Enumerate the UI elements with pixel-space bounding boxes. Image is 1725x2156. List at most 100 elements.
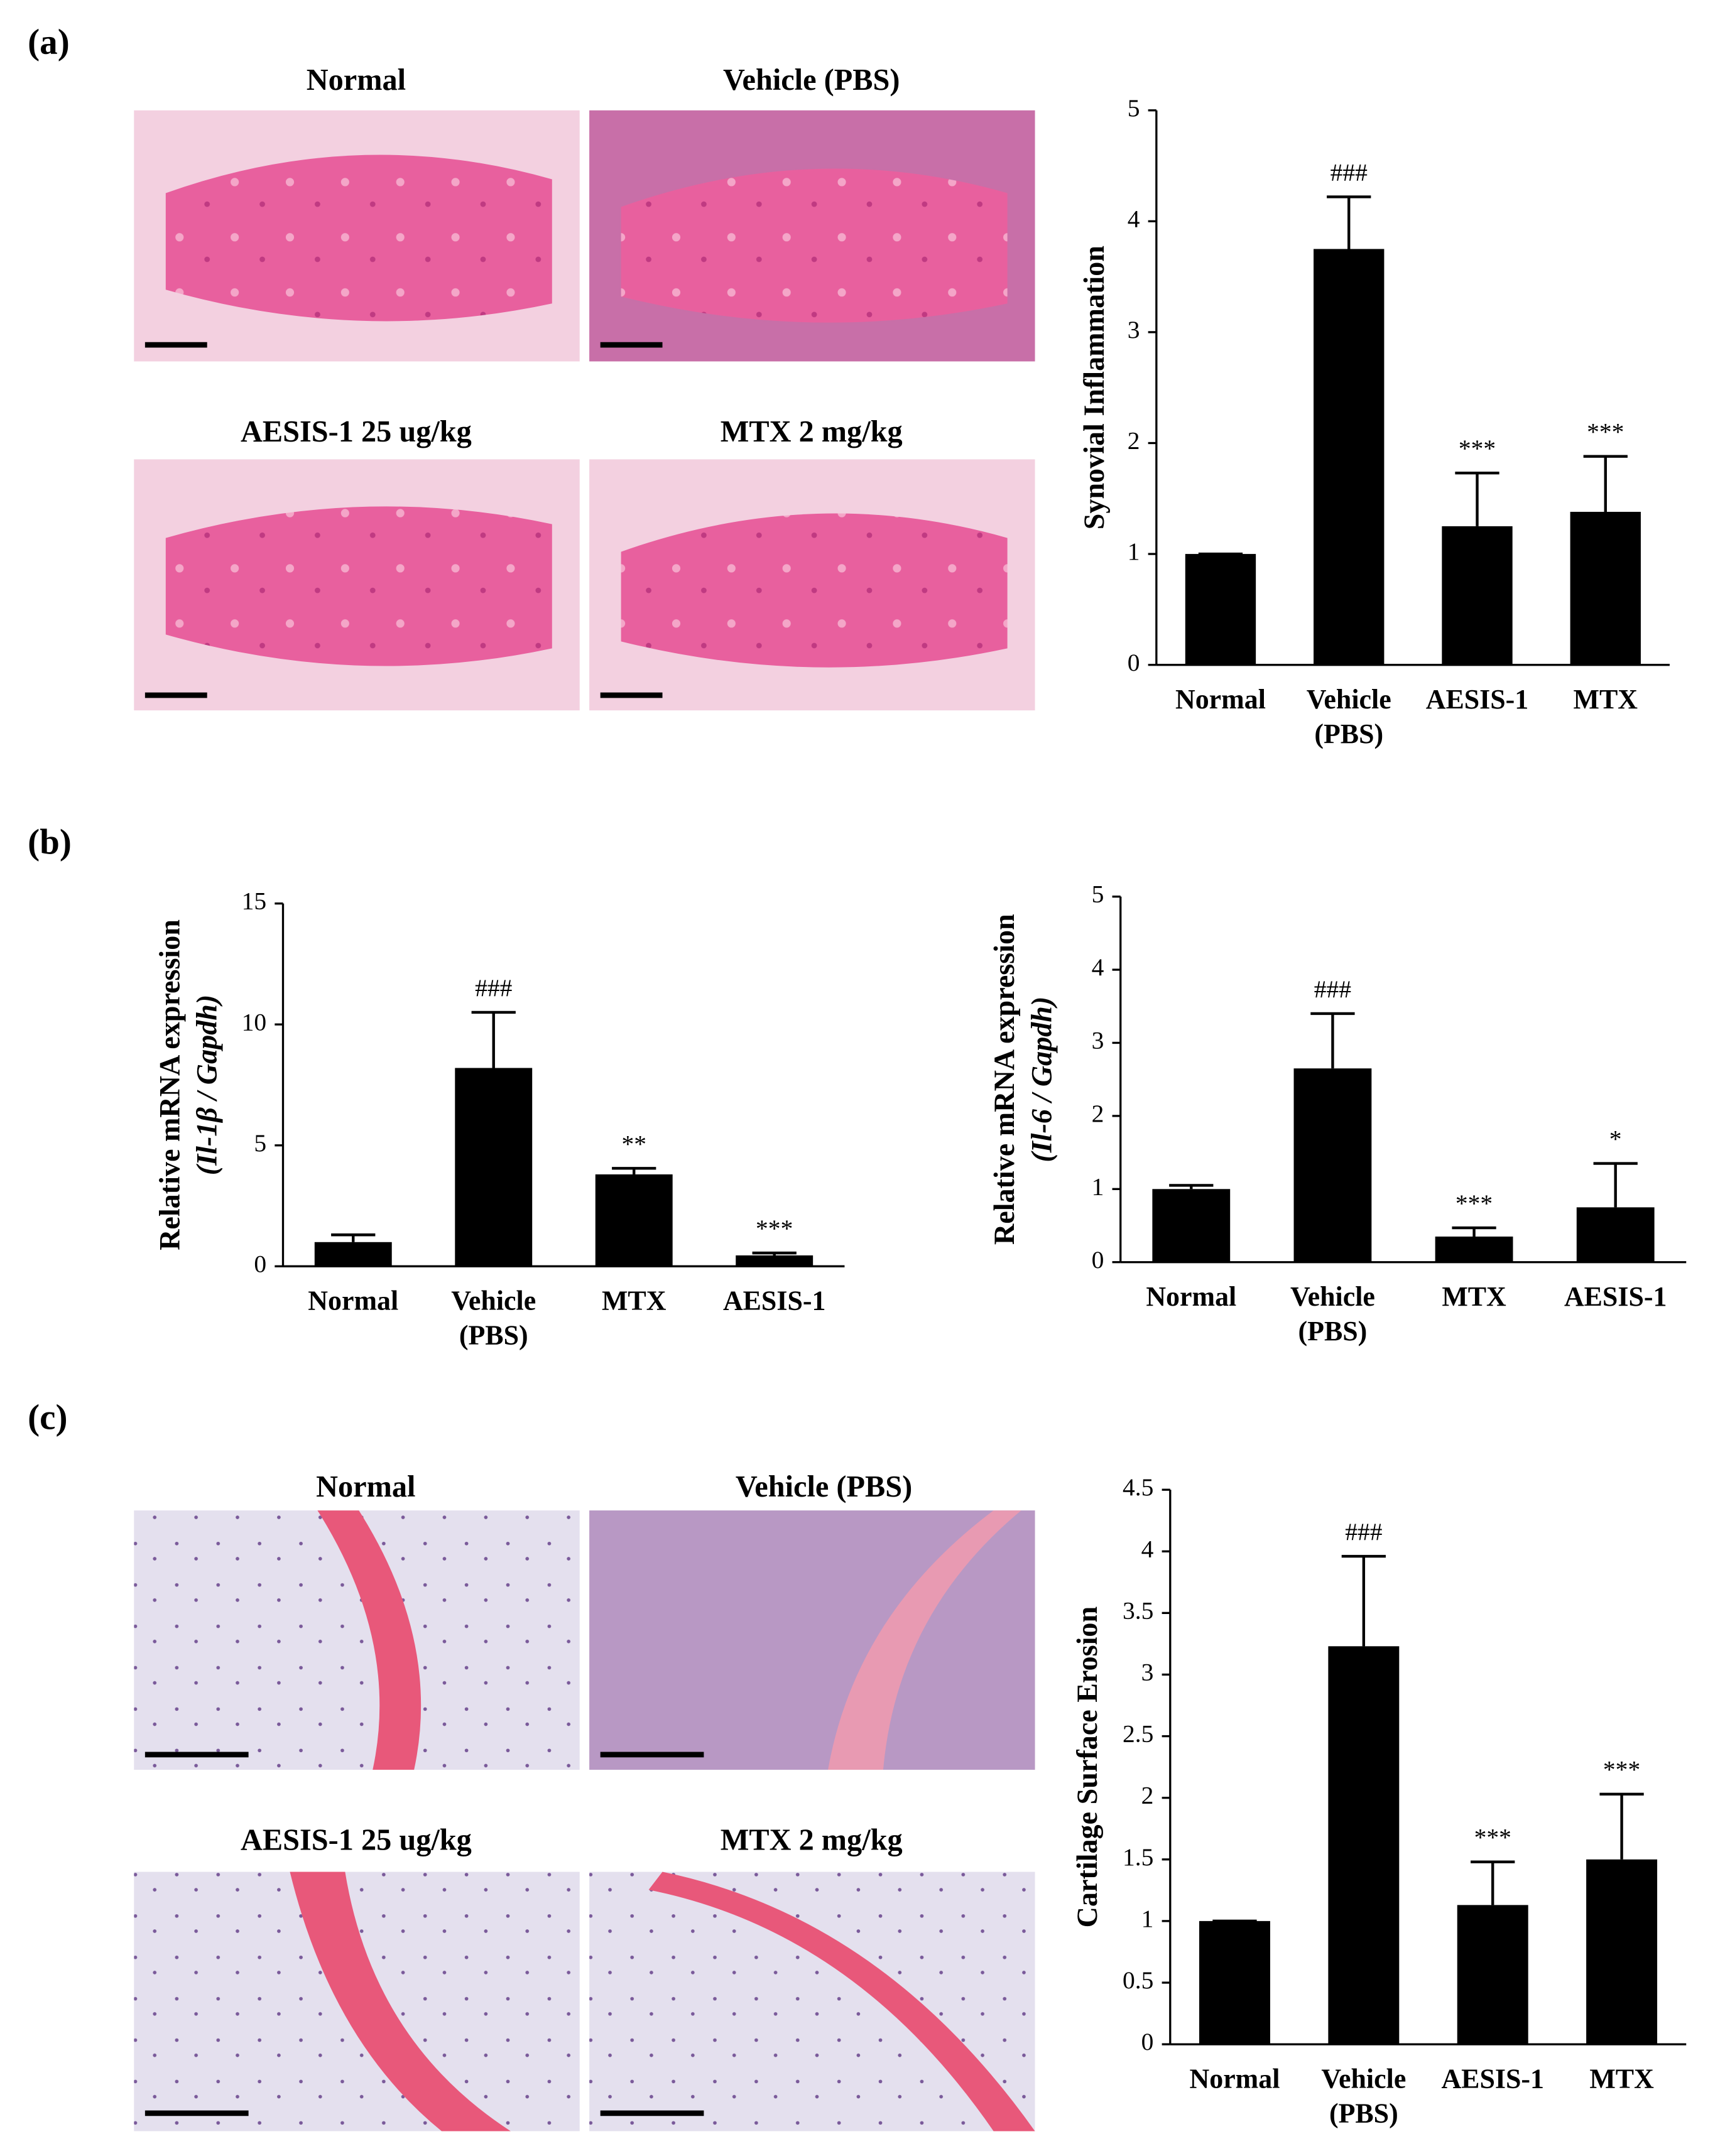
y-tick-label: 2 (1092, 1100, 1104, 1127)
error-bar (1599, 1792, 1644, 1860)
bar (1586, 1859, 1658, 2045)
charts: 0 1 2 3 4 5 Synovial Inflammation Normal ### Vehi… (153, 94, 1687, 2128)
y-tick-label: 1 (1128, 538, 1140, 565)
y-axis-title: (Il-6 / Gapdh) (1026, 997, 1058, 1162)
image (134, 1510, 580, 1770)
image-caption: MTX 2 mg/kg (721, 1824, 903, 1857)
x-tick-label: Vehicle (PBS) (1307, 684, 1391, 749)
x-tick-label: AESIS-1 (1441, 2063, 1544, 2094)
y-tick-label: 10 (242, 1008, 267, 1036)
y-tick-label: 0 (1092, 1246, 1104, 1274)
bar (1293, 1068, 1372, 1262)
image-caption: Vehicle (PBS) (736, 1470, 912, 1503)
error-bar (1455, 471, 1499, 526)
image-caption: MTX 2 mg/kg (721, 415, 903, 448)
significance-label: ### (1314, 975, 1352, 1003)
bar (1185, 554, 1256, 665)
y-tick-label: 0.5 (1123, 1966, 1153, 1994)
image (589, 1872, 1035, 2132)
y-tick-label: 5 (254, 1129, 266, 1157)
significance-label: *** (1459, 435, 1496, 462)
panel-label: (c) (28, 1397, 67, 1437)
image (134, 110, 580, 362)
y-tick-label: 2 (1128, 427, 1140, 455)
bar (1442, 526, 1513, 665)
panel-label: (a) (28, 23, 70, 62)
y-tick-label: 2.5 (1123, 1720, 1153, 1748)
significance-label: * (1609, 1125, 1622, 1153)
bar (736, 1255, 814, 1267)
x-tick-label: AESIS-1 (723, 1286, 825, 1316)
significance-label: ### (1345, 1518, 1383, 1546)
bar (1199, 1920, 1270, 2045)
error-bar (752, 1251, 797, 1255)
image (589, 459, 1035, 711)
bar (455, 1068, 533, 1267)
y-axis-title: (Il-1β / Gapdh) (191, 995, 223, 1175)
y-tick-label: 15 (242, 887, 267, 915)
x-tick-label: Normal (1190, 2063, 1280, 2094)
histology-c: Normal Vehicle (PBS) AESIS-1 25 ug/kg MT… (134, 1470, 1035, 2132)
error-bar (331, 1233, 376, 1242)
y-tick-label: 0 (1141, 2028, 1154, 2056)
error-bar (1471, 1860, 1515, 1905)
y-tick-label: 0 (1128, 649, 1140, 676)
image-caption: AESIS-1 25 ug/kg (241, 1824, 472, 1857)
bar (1576, 1207, 1655, 1262)
y-tick-label: 3 (1128, 316, 1140, 344)
x-tick-label: AESIS-1 (1564, 1281, 1667, 1312)
bar (1457, 1905, 1528, 2045)
y-tick-label: 0 (254, 1250, 266, 1277)
y-axis-title: Relative mRNA expression (153, 919, 185, 1250)
y-tick-label: 4 (1092, 953, 1104, 981)
x-tick-label: MTX (1442, 1281, 1506, 1312)
y-axis-title: Relative mRNA expression (988, 914, 1020, 1245)
significance-label: *** (1603, 1756, 1640, 1784)
significance-label: *** (756, 1215, 793, 1242)
y-tick-label: 3.5 (1123, 1596, 1153, 1624)
error-bar (471, 1010, 516, 1068)
significance-label: *** (1456, 1189, 1493, 1217)
y-axis-title: Synovial Inflammation (1078, 246, 1110, 529)
y-axis-title: Cartilage Surface Erosion (1071, 1606, 1103, 1927)
x-tick-label: Vehicle (PBS) (1321, 2063, 1406, 2128)
y-tick-label: 4 (1128, 205, 1140, 232)
error-bar (1327, 195, 1371, 249)
image-caption: AESIS-1 25 ug/kg (241, 415, 472, 448)
x-tick-label: AESIS-1 (1426, 684, 1529, 715)
x-tick-label: Normal (308, 1286, 398, 1316)
x-tick-label: MTX (602, 1286, 667, 1316)
significance-label: ** (621, 1130, 646, 1157)
image-caption: Normal (307, 63, 406, 97)
error-bar (1452, 1226, 1496, 1237)
y-tick-label: 3 (1092, 1027, 1104, 1054)
y-tick-label: 3 (1141, 1659, 1154, 1686)
x-tick-label: MTX (1574, 684, 1638, 715)
y-tick-label: 5 (1128, 94, 1140, 122)
image (134, 459, 580, 711)
histology-a: Normal Vehicle (PBS) AESIS-1 25 ug/kg MT… (134, 63, 1035, 711)
x-tick-label: Vehicle (PBS) (451, 1286, 536, 1351)
bar (595, 1174, 673, 1267)
error-bar (1169, 1184, 1214, 1189)
y-tick-label: 4 (1141, 1535, 1154, 1563)
error-bar (1583, 455, 1628, 512)
error-bar (612, 1167, 656, 1174)
y-tick-label: 4.5 (1123, 1473, 1153, 1501)
image (589, 110, 1035, 362)
x-tick-label: Normal (1175, 684, 1266, 715)
bar (1328, 1646, 1400, 2045)
bar (314, 1242, 392, 1267)
significance-label: *** (1474, 1824, 1511, 1851)
bar (1152, 1189, 1231, 1262)
y-tick-label: 1 (1092, 1173, 1104, 1200)
x-tick-label: Vehicle (PBS) (1290, 1281, 1375, 1346)
x-tick-label: MTX (1589, 2063, 1654, 2094)
error-bar (1593, 1162, 1638, 1208)
error-bar (1310, 1012, 1355, 1069)
bar (1570, 511, 1641, 665)
significance-label: *** (1587, 418, 1624, 446)
bar (1314, 249, 1385, 665)
y-tick-label: 1 (1141, 1905, 1154, 1932)
